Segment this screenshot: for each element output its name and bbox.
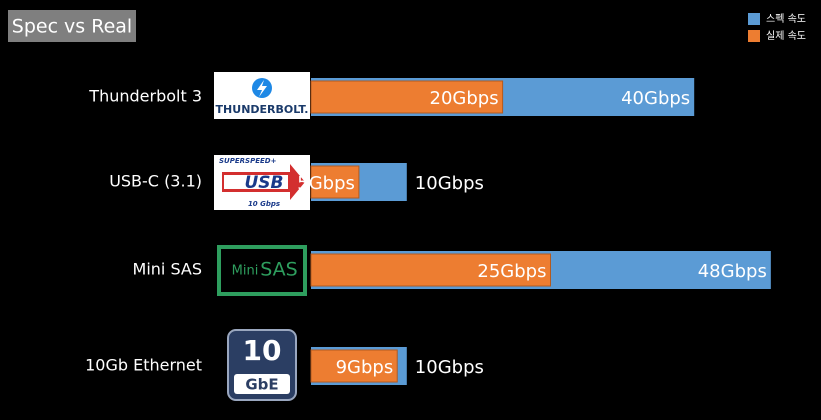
logo-10gbe: 10 GbE	[227, 329, 297, 401]
real-bar	[310, 253, 551, 287]
value-label: 9Gbps	[336, 357, 394, 378]
category-label: USB-C (3.1)	[109, 172, 202, 191]
legend-swatch	[748, 13, 760, 25]
value-label: 25Gbps	[477, 261, 546, 282]
logo-text: SUPERSPEED+	[219, 157, 277, 165]
logo-text: USB	[244, 173, 283, 193]
category-label: 10Gb Ethernet	[85, 356, 202, 375]
logo-text: 10	[243, 334, 282, 367]
value-label: 5Gbps	[297, 173, 355, 194]
legend-label: 실제 속도	[766, 30, 806, 42]
value-label: 10Gbps	[415, 173, 484, 194]
legend-swatch	[748, 30, 760, 42]
value-label: 40Gbps	[621, 88, 690, 109]
value-label: 20Gbps	[430, 88, 499, 109]
chart-title: Spec vs Real	[12, 16, 132, 38]
logo-text: THUNDERBOLT.	[216, 103, 309, 116]
real-bar	[310, 349, 398, 383]
logo-minisas: Mini SAS	[217, 245, 307, 296]
logo-text: SAS	[260, 259, 297, 281]
logo-text: GbE	[245, 376, 278, 394]
logo-text: 10 Gbps	[248, 200, 280, 208]
real-bar	[310, 80, 504, 114]
value-label: 10Gbps	[415, 357, 484, 378]
logo-thunderbolt: THUNDERBOLT.	[214, 72, 310, 119]
title-box	[8, 10, 136, 42]
real-bar	[310, 165, 360, 199]
value-label: 48Gbps	[698, 261, 767, 282]
legend-label: 스펙 속도	[766, 13, 806, 25]
category-label: Mini SAS	[133, 260, 202, 279]
category-label: Thunderbolt 3	[88, 87, 202, 106]
logo-text: Mini	[232, 264, 259, 279]
logo-usb: SUPERSPEED+ USB 10 Gbps	[214, 155, 310, 210]
